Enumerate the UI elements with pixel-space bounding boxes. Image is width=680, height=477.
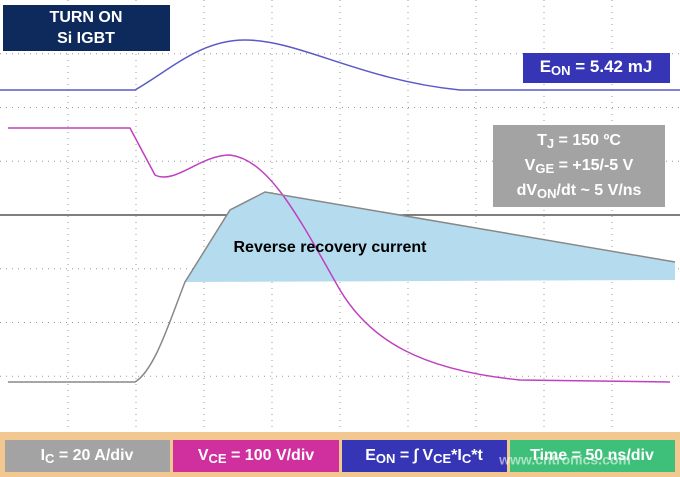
- title-box: [3, 5, 170, 51]
- footer-label: Time = 50 ns/div: [530, 447, 654, 464]
- annotation: Reverse recovery current: [233, 239, 427, 256]
- recovery-area: [185, 192, 675, 282]
- energy-box: [523, 53, 670, 83]
- footer-box: [5, 440, 170, 472]
- conditions-box: [493, 125, 665, 207]
- footer-box: [342, 440, 507, 472]
- footer-label: VCE = 100 V/div: [198, 447, 314, 466]
- energy-trace: [0, 39, 680, 91]
- condition: dVON/dt ~ 5 V/ns: [517, 182, 642, 201]
- title-line: TURN ON: [50, 9, 123, 26]
- title-line: Si IGBT: [57, 30, 115, 47]
- current-trace: [8, 191, 676, 383]
- footer-label: IC = 20 A/div: [41, 447, 134, 466]
- energy-label: EON = 5.42 mJ: [540, 57, 653, 78]
- condition: VGE = +15/-5 V: [525, 157, 634, 176]
- footer-label: EON = ∫ VCE*IC*t: [365, 447, 483, 466]
- footer-box: [510, 440, 675, 472]
- footer-box: [173, 440, 339, 472]
- watermark: www.cntronics.com: [498, 452, 631, 468]
- voltage-trace: [8, 127, 671, 383]
- condition: TJ = 150 ºC: [537, 132, 621, 151]
